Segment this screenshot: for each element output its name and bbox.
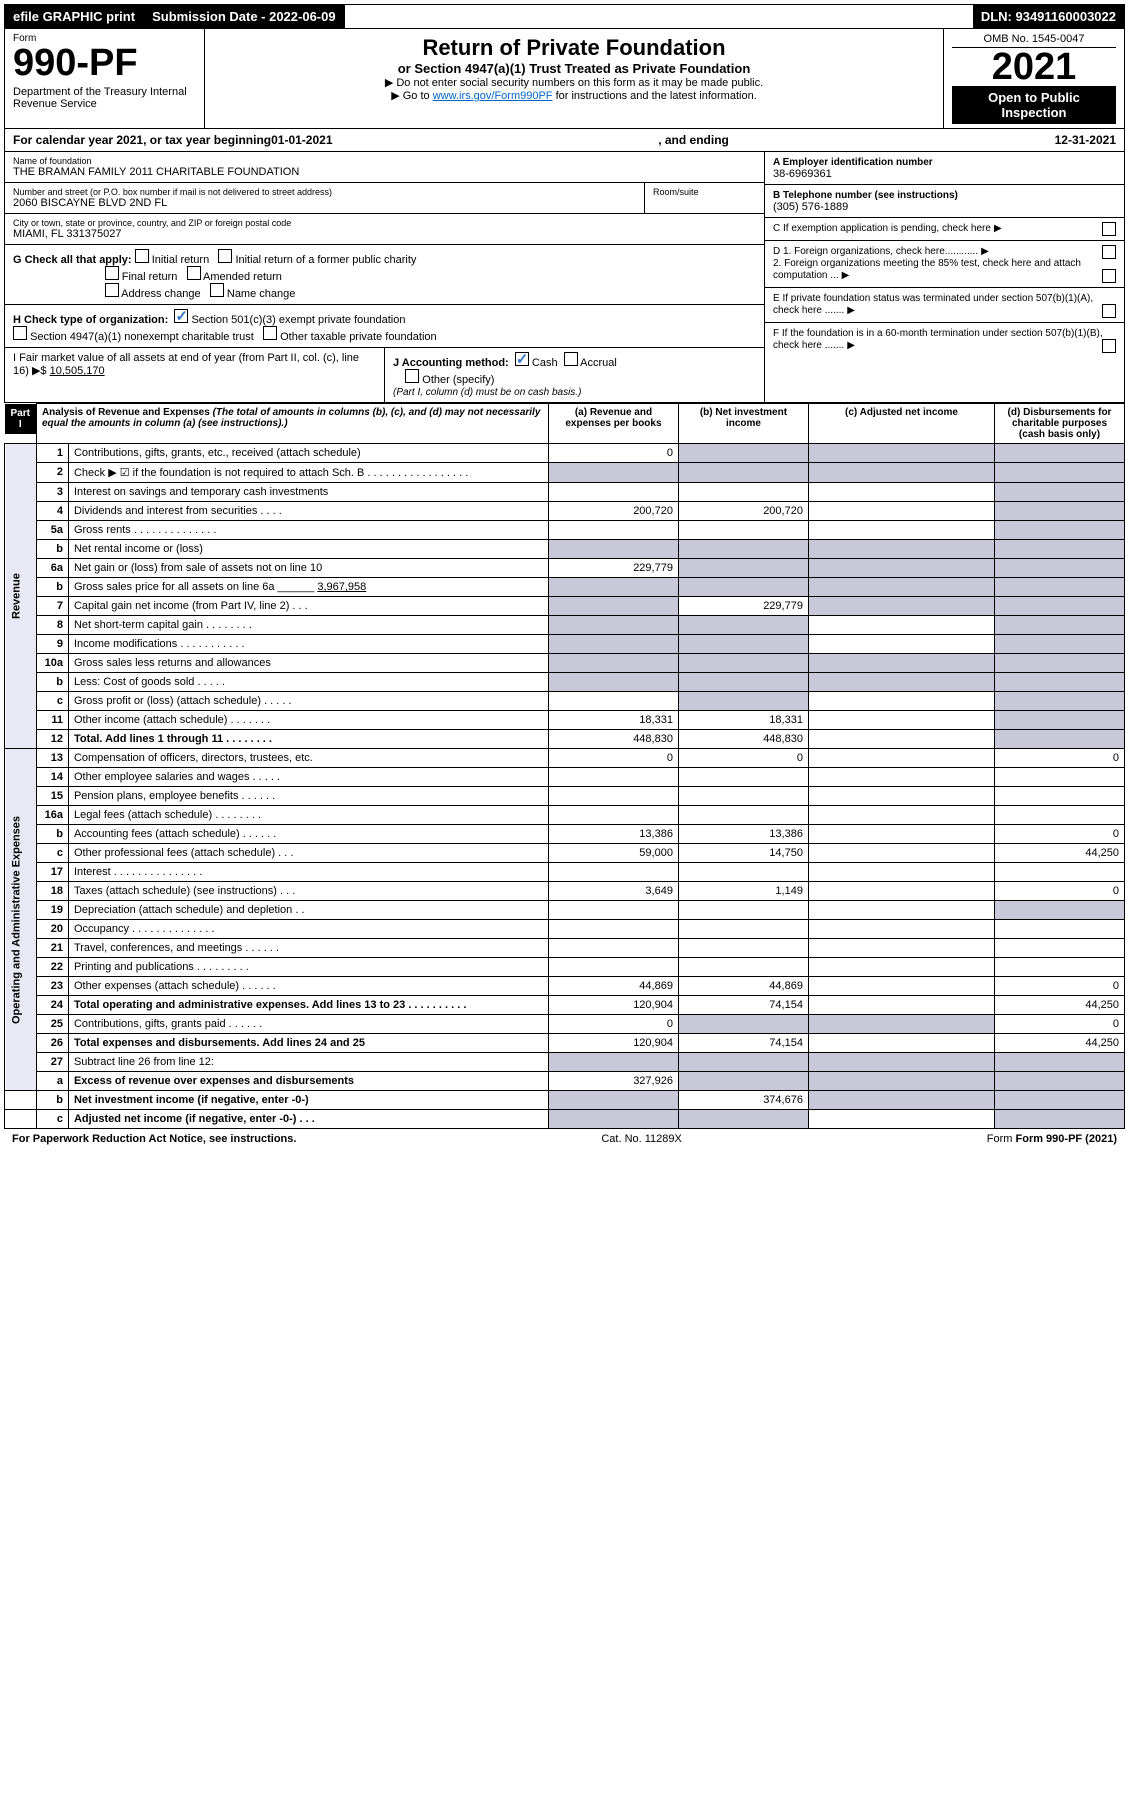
chk-4947[interactable]	[13, 326, 27, 340]
f-label: F If the foundation is in a 60-month ter…	[773, 328, 1103, 351]
chk-initial[interactable]	[135, 249, 149, 263]
d2-label: 2. Foreign organizations meeting the 85%…	[773, 258, 1081, 281]
room-label: Room/suite	[653, 187, 756, 197]
cat-no: Cat. No. 11289X	[601, 1133, 682, 1145]
form-number: 990-PF	[13, 44, 196, 82]
side-expenses: Operating and Administrative Expenses	[5, 749, 37, 1091]
arrow-icon	[994, 222, 1002, 234]
form-subtitle: or Section 4947(a)(1) Trust Treated as P…	[211, 61, 937, 76]
g-label: G Check all that apply:	[13, 254, 132, 266]
form-title: Return of Private Foundation	[211, 35, 937, 61]
dept: Department of the Treasury Internal Reve…	[13, 86, 196, 110]
chk-c[interactable]	[1102, 222, 1116, 236]
addr-label: Number and street (or P.O. box number if…	[13, 187, 636, 197]
chk-other-tax[interactable]	[263, 326, 277, 340]
fmv-value: 10,505,170	[50, 365, 105, 377]
h-label: H Check type of organization:	[13, 314, 168, 326]
chk-final[interactable]	[105, 266, 119, 280]
arrow-icon	[847, 304, 855, 316]
chk-addr-change[interactable]	[105, 283, 119, 297]
pra-notice: For Paperwork Reduction Act Notice, see …	[12, 1133, 296, 1145]
chk-other-method[interactable]	[405, 369, 419, 383]
chk-amended[interactable]	[187, 266, 201, 280]
calendar-year-row: For calendar year 2021, or tax year begi…	[4, 129, 1125, 152]
chk-501c3[interactable]	[174, 309, 188, 323]
j-note: (Part I, column (d) must be on cash basi…	[393, 387, 581, 398]
chk-name-change[interactable]	[210, 283, 224, 297]
d1-label: D 1. Foreign organizations, check here..…	[773, 246, 978, 257]
dln: DLN: 93491160003022	[973, 5, 1124, 28]
open-inspection: Open to Public Inspection	[952, 86, 1116, 124]
col-d-header: (d) Disbursements for charitable purpose…	[995, 404, 1125, 444]
e-label: E If private foundation status was termi…	[773, 293, 1093, 316]
part1-header: Part I	[5, 404, 36, 434]
chk-cash[interactable]	[515, 352, 529, 366]
name-label: Name of foundation	[13, 156, 756, 166]
note-link: ▶ Go to www.irs.gov/Form990PF for instru…	[211, 89, 937, 102]
b-label: B Telephone number (see instructions)	[773, 190, 958, 201]
ein: 38-6969361	[773, 168, 832, 180]
tax-year: 2021	[952, 48, 1116, 86]
col-b-header: (b) Net investment income	[678, 404, 808, 444]
col-c-header: (c) Adjusted net income	[808, 404, 994, 444]
c-label: C If exemption application is pending, c…	[773, 223, 991, 234]
arrow-icon	[842, 269, 850, 281]
note-ssn: ▶ Do not enter social security numbers o…	[211, 76, 937, 89]
j-label: J Accounting method:	[393, 357, 509, 369]
side-revenue: Revenue	[5, 444, 37, 749]
part1-table: Part I Analysis of Revenue and Expenses …	[4, 403, 1125, 1129]
form-ref: Form Form 990-PF (2021)	[987, 1133, 1117, 1145]
chk-d2[interactable]	[1102, 269, 1116, 283]
chk-d1[interactable]	[1102, 245, 1116, 259]
foundation-name: THE BRAMAN FAMILY 2011 CHARITABLE FOUNDA…	[13, 166, 756, 178]
street-address: 2060 BISCAYNE BLVD 2ND FL	[13, 197, 636, 209]
arrow-icon	[847, 339, 855, 351]
phone: (305) 576-1889	[773, 201, 848, 213]
city-label: City or town, state or province, country…	[13, 218, 756, 228]
col-a-header: (a) Revenue and expenses per books	[548, 404, 678, 444]
efile-tag: efile GRAPHIC print	[5, 5, 144, 28]
arrow-icon	[981, 245, 989, 257]
chk-accrual[interactable]	[564, 352, 578, 366]
chk-f[interactable]	[1102, 339, 1116, 353]
city-state-zip: MIAMI, FL 331375027	[13, 228, 756, 240]
chk-initial-former[interactable]	[218, 249, 232, 263]
irs-link[interactable]: www.irs.gov/Form990PF	[433, 90, 553, 102]
submission-date: Submission Date - 2022-06-09	[144, 5, 345, 28]
a-label: A Employer identification number	[773, 157, 933, 168]
chk-e[interactable]	[1102, 304, 1116, 318]
